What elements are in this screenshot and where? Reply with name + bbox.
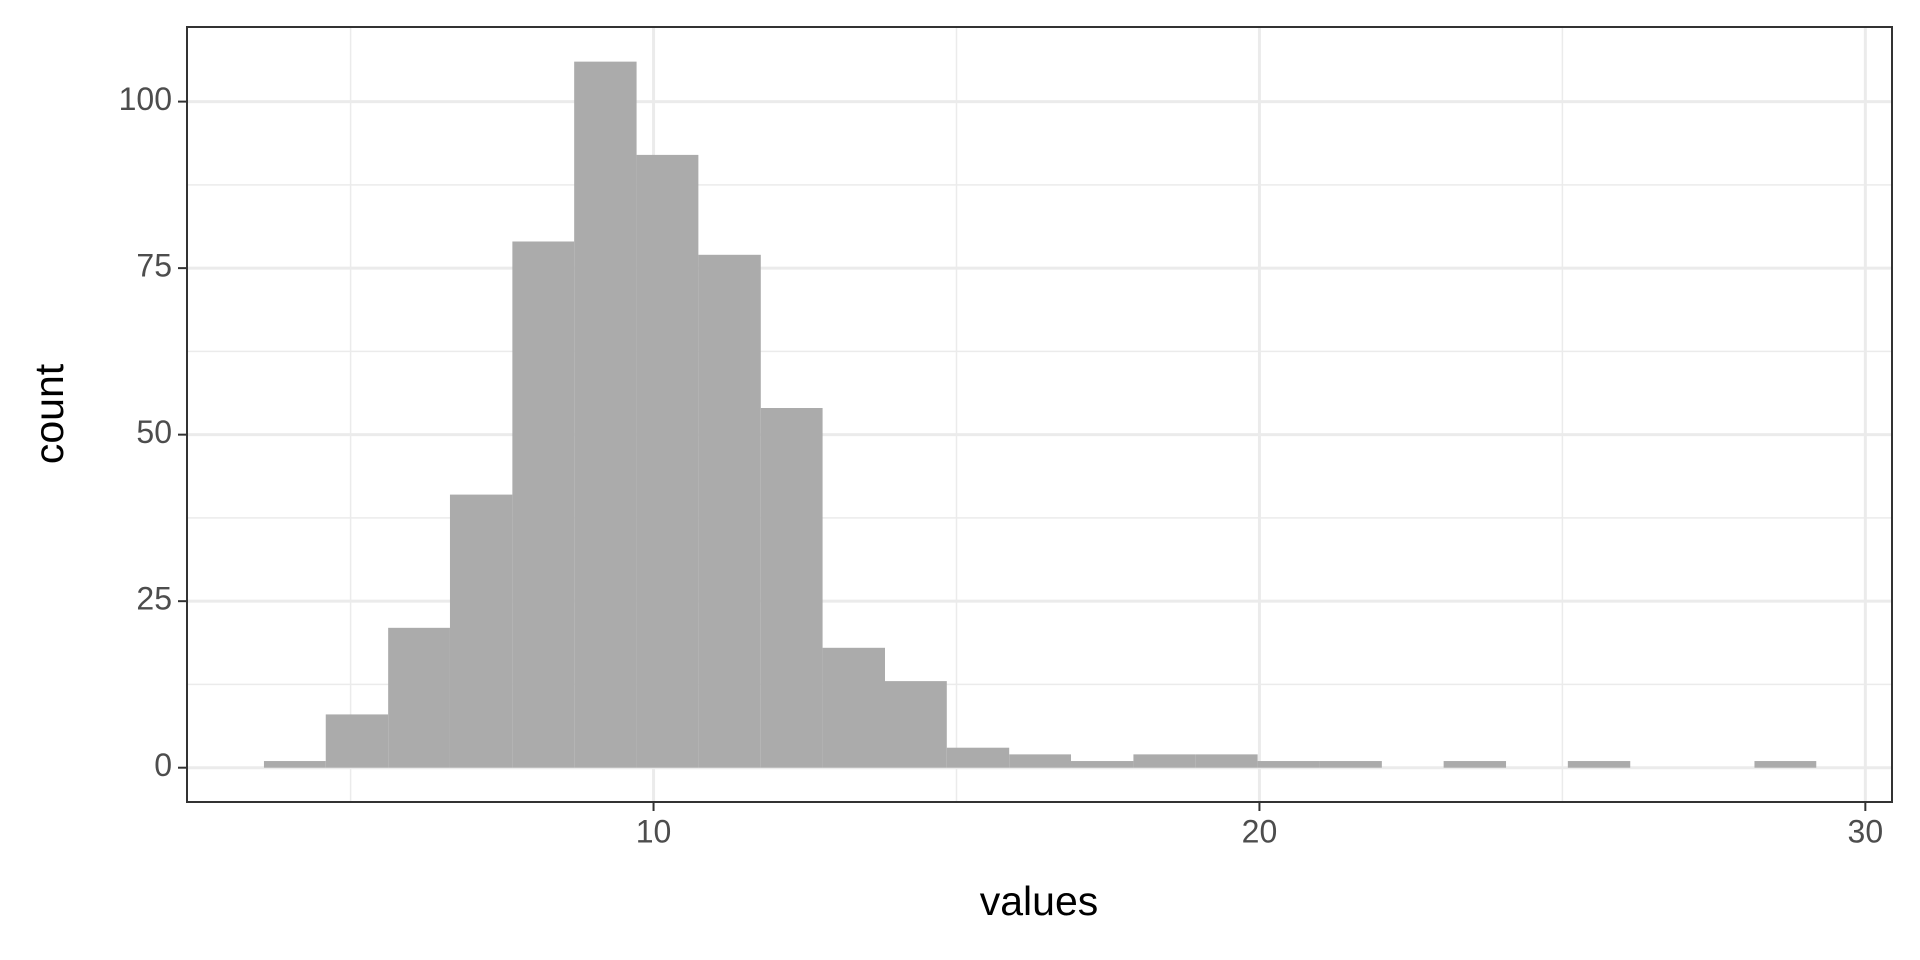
x-axis-title: values: [980, 878, 1099, 924]
y-axis-title: count: [26, 363, 72, 464]
bar: [388, 627, 450, 768]
bar: [1567, 761, 1631, 768]
bar: [449, 494, 513, 768]
bar: [1443, 761, 1507, 768]
x-tick-label: 30: [1848, 813, 1884, 849]
bar: [1195, 754, 1258, 768]
bar: [1133, 754, 1196, 768]
y-tick-label: 75: [136, 248, 172, 284]
panel-border: [186, 26, 1893, 803]
bar: [636, 154, 699, 768]
bar: [946, 747, 1010, 768]
bar: [263, 761, 326, 768]
bar: [698, 254, 761, 768]
bar: [512, 241, 575, 768]
bar: [1754, 761, 1817, 768]
y-tick-label: 25: [136, 581, 172, 617]
bar: [884, 681, 947, 768]
bar: [1257, 761, 1320, 768]
x-tick-label: 20: [1242, 813, 1278, 849]
bar: [1319, 761, 1382, 768]
y-tick-label: 0: [154, 747, 172, 783]
bar: [822, 647, 885, 768]
x-tick-label: 10: [636, 813, 672, 849]
bar: [574, 61, 637, 768]
y-tick-label: 100: [119, 81, 172, 117]
bar: [760, 408, 823, 768]
bar: [1071, 761, 1134, 768]
bar: [325, 714, 389, 768]
y-tick-label: 50: [136, 414, 172, 450]
bar: [1009, 754, 1072, 768]
